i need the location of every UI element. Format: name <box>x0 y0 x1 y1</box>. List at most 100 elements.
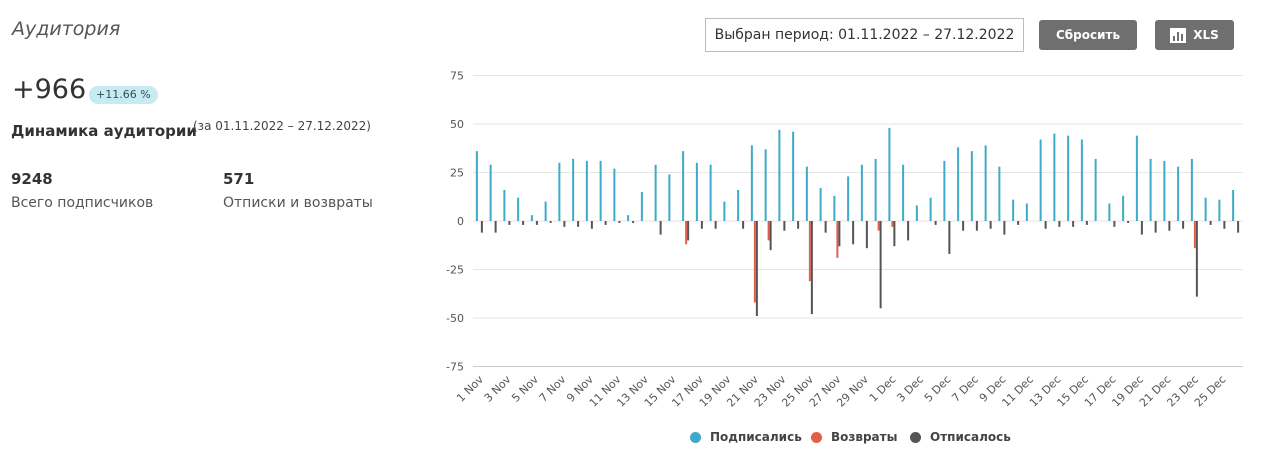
bar-subscribed <box>585 160 588 221</box>
bar-subscribed <box>998 166 1001 221</box>
bar-subscribed <box>640 191 643 221</box>
xls-export-button[interactable]: XLS <box>1155 20 1234 50</box>
bar-unsubscribed <box>632 221 635 223</box>
bar-subscribed <box>805 166 808 221</box>
bar-subscribed <box>475 151 478 221</box>
period-selector-label: Выбран период: 01.11.2022 – 27.12.2022 <box>714 27 1015 43</box>
x-tick-label: 7 Dec <box>949 373 981 405</box>
bar-returns <box>1193 221 1196 249</box>
bar-subscribed <box>929 197 932 221</box>
bar-unsubscribed <box>1058 221 1061 227</box>
bar-returns <box>685 221 688 245</box>
bar-unsubscribed <box>742 221 745 229</box>
bar-subscribed <box>668 174 671 221</box>
legend-dot-returns <box>811 431 822 443</box>
bar-subscribed <box>1177 166 1180 221</box>
x-tick-label: 5 Nov <box>509 373 541 405</box>
bar-unsubscribed <box>1168 221 1171 231</box>
page-title: Аудитория <box>12 18 121 40</box>
bar-unsubscribed <box>480 221 483 233</box>
bar-unsubscribed <box>838 221 841 247</box>
bar-unsubscribed <box>508 221 511 225</box>
xls-button-label: XLS <box>1193 28 1219 42</box>
bar-subscribed <box>833 195 836 221</box>
bar-subscribed <box>1080 139 1083 221</box>
y-tick-label: -50 <box>446 312 464 325</box>
bar-subscribed <box>1218 199 1221 221</box>
bar-subscribed <box>915 205 918 221</box>
bar-subscribed <box>530 215 533 221</box>
y-tick-label: 75 <box>450 70 464 83</box>
x-tick-label: 1 Dec <box>867 373 899 405</box>
period-selector[interactable]: Выбран период: 01.11.2022 – 27.12.2022 <box>705 18 1024 52</box>
legend-dot-subscribed <box>690 431 701 443</box>
audience-dynamics-period: (за 01.11.2022 – 27.12.2022) <box>193 119 371 133</box>
bar-subscribed <box>1108 203 1111 221</box>
x-tick-label: 25 Dec <box>1192 373 1229 410</box>
bar-subscribed <box>517 197 520 221</box>
bar-subscribed <box>709 164 712 221</box>
bar-subscribed <box>1067 135 1070 221</box>
x-tick-label: 7 Nov <box>537 373 569 405</box>
bar-unsubscribed <box>797 221 800 229</box>
bar-subscribed <box>750 145 753 221</box>
audience-dynamics-label: Динамика аудитории <box>11 122 197 140</box>
bar-unsubscribed <box>769 221 772 251</box>
bar-returns <box>808 221 811 282</box>
bar-unsubscribed <box>852 221 855 245</box>
bar-subscribed <box>1204 197 1207 221</box>
bar-subscribed <box>1135 135 1138 221</box>
bar-subscribed <box>737 189 740 221</box>
bar-unsubscribed <box>590 221 593 229</box>
bar-subscribed <box>874 158 877 221</box>
bar-subscribed <box>860 164 863 221</box>
x-tick-label: 5 Dec <box>922 373 954 405</box>
bar-unsubscribed <box>618 221 621 223</box>
bar-unsubscribed <box>865 221 868 249</box>
bar-returns <box>753 221 756 303</box>
bar-unsubscribed <box>535 221 538 225</box>
bar-subscribed <box>819 188 822 221</box>
bar-unsubscribed <box>934 221 937 225</box>
bar-unsubscribed <box>783 221 786 231</box>
bar-subscribed <box>1025 203 1028 221</box>
legend-label-returns: Возвраты <box>831 430 898 444</box>
bar-unsubscribed <box>975 221 978 231</box>
bar-subscribed <box>503 189 506 221</box>
bar-unsubscribed <box>907 221 910 241</box>
bar-returns <box>891 221 894 227</box>
bar-subscribed <box>764 149 767 221</box>
bar-returns <box>877 221 880 231</box>
reset-button[interactable]: Сбросить <box>1039 20 1137 50</box>
bar-returns <box>767 221 770 241</box>
bar-unsubscribed <box>1044 221 1047 229</box>
bar-subscribed <box>970 151 973 221</box>
bar-subscribed <box>1122 195 1125 221</box>
bar-unsubscribed <box>1017 221 1020 225</box>
bar-unsubscribed <box>893 221 896 247</box>
bar-unsubscribed <box>700 221 703 229</box>
bar-unsubscribed <box>494 221 497 233</box>
bar-subscribed <box>1163 160 1166 221</box>
legend-item-subscribed[interactable]: Подписались <box>690 430 802 444</box>
legend-dot-unsubscribed <box>910 431 921 443</box>
bar-subscribed <box>847 176 850 221</box>
bar-subscribed <box>902 164 905 221</box>
legend-label-unsubscribed: Отписалось <box>930 430 1011 444</box>
bar-unsubscribed <box>604 221 607 225</box>
bar-unsubscribed <box>1195 221 1198 297</box>
bar-subscribed <box>544 201 547 221</box>
bar-subscribed <box>984 145 987 221</box>
y-tick-label: 0 <box>457 215 464 228</box>
unsubscribes-returns-label: Отписки и возвраты <box>223 195 373 211</box>
legend-item-unsubscribed[interactable]: Отписалось <box>910 430 1011 444</box>
bar-subscribed <box>723 201 726 221</box>
bar-subscribed <box>613 168 616 221</box>
legend-item-returns[interactable]: Возвраты <box>811 430 897 444</box>
bar-unsubscribed <box>1085 221 1088 225</box>
y-tick-label: -75 <box>446 361 464 374</box>
bar-unsubscribed <box>1223 221 1226 229</box>
y-tick-label: 50 <box>450 118 464 131</box>
total-subscribers-label: Всего подписчиков <box>11 195 154 211</box>
